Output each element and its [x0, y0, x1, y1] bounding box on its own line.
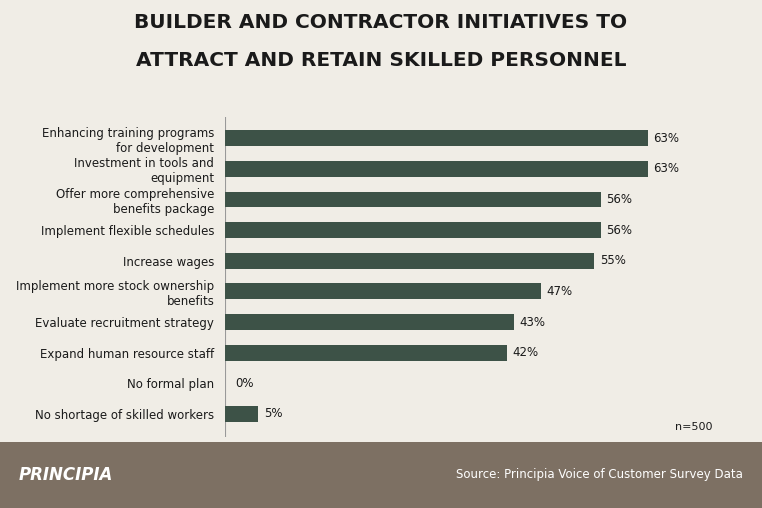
Text: 43%: 43% — [519, 315, 545, 329]
Bar — [225, 222, 601, 238]
Text: PRINCIPIA: PRINCIPIA — [19, 466, 114, 484]
Bar — [225, 283, 541, 299]
Text: 63%: 63% — [654, 163, 680, 175]
Text: 63%: 63% — [654, 132, 680, 145]
Bar — [225, 314, 514, 330]
Text: ATTRACT AND RETAIN SKILLED PERSONNEL: ATTRACT AND RETAIN SKILLED PERSONNEL — [136, 51, 626, 70]
Text: n=500: n=500 — [675, 422, 712, 432]
Text: 56%: 56% — [607, 193, 632, 206]
Text: 55%: 55% — [600, 255, 626, 267]
Bar — [225, 406, 258, 422]
Bar — [225, 192, 601, 207]
Bar — [225, 161, 648, 177]
Text: BUILDER AND CONTRACTOR INITIATIVES TO: BUILDER AND CONTRACTOR INITIATIVES TO — [134, 13, 628, 31]
Bar — [225, 131, 648, 146]
Text: 56%: 56% — [607, 224, 632, 237]
Bar — [225, 345, 507, 361]
Text: 47%: 47% — [546, 285, 572, 298]
Text: 42%: 42% — [512, 346, 539, 359]
Text: 5%: 5% — [264, 407, 282, 421]
Bar — [225, 253, 594, 269]
Text: 0%: 0% — [235, 377, 254, 390]
Text: Source: Principia Voice of Customer Survey Data: Source: Principia Voice of Customer Surv… — [456, 468, 743, 482]
